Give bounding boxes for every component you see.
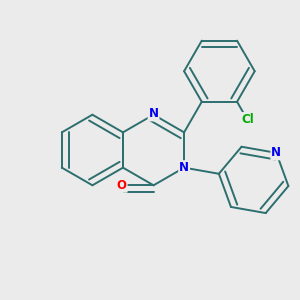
Text: O: O — [117, 179, 127, 192]
Text: Cl: Cl — [241, 113, 253, 126]
Text: N: N — [271, 146, 281, 159]
Text: N: N — [148, 107, 158, 121]
Text: N: N — [179, 161, 189, 174]
